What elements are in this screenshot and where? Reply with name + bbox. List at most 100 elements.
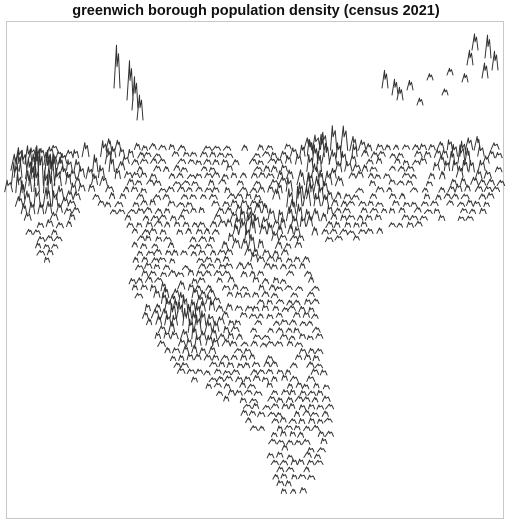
density-glyph: [176, 201, 185, 208]
density-glyph: [195, 159, 202, 166]
density-glyph: [279, 278, 287, 285]
density-glyph: [157, 325, 167, 334]
density-glyph: [375, 143, 384, 151]
density-glyph: [151, 243, 159, 249]
density-glyph: [104, 201, 112, 208]
density-glyph: [303, 451, 312, 458]
density-glyph: [321, 194, 329, 207]
density-glyph: [329, 167, 337, 179]
density-glyph: [274, 286, 283, 292]
density-glyph: [291, 474, 298, 480]
density-glyph: [263, 262, 271, 269]
density-glyph: [46, 248, 54, 256]
density-glyph: [221, 159, 229, 166]
density-glyph: [222, 370, 232, 376]
density-glyph: [216, 207, 225, 215]
density-glyph: [287, 383, 294, 389]
density-glyph: [204, 256, 213, 263]
density-glyph: [206, 288, 216, 297]
density-glyph: [157, 340, 166, 347]
density-glyph: [441, 88, 449, 96]
density-glyph: [190, 207, 197, 213]
density-glyph: [176, 301, 184, 319]
density-glyph: [146, 318, 153, 326]
density-glyph: [389, 207, 396, 214]
density-glyph: [270, 165, 278, 173]
density-glyph: [199, 330, 207, 341]
density-glyph: [118, 147, 125, 157]
density-glyph: [266, 145, 274, 151]
density-glyph: [361, 164, 368, 172]
density-glyph: [396, 180, 405, 186]
density-glyph: [140, 187, 147, 194]
density-glyph: [406, 221, 414, 228]
density-glyph: [447, 185, 456, 193]
density-glyph: [275, 256, 283, 263]
density-glyph: [20, 203, 28, 215]
density-glyph: [153, 248, 162, 255]
density-glyph: [306, 361, 315, 368]
density-glyph: [233, 217, 242, 228]
density-glyph: [308, 403, 316, 410]
density-glyph: [262, 150, 271, 157]
density-glyph: [317, 430, 325, 437]
density-glyph: [51, 229, 58, 236]
density-glyph: [24, 145, 33, 165]
density-glyph: [114, 201, 124, 208]
density-glyph: [170, 331, 179, 340]
density-glyph: [162, 193, 170, 200]
density-glyph: [140, 284, 148, 290]
density-glyph: [197, 277, 206, 283]
density-glyph: [298, 305, 306, 313]
density-glyph: [199, 347, 207, 355]
density-glyph: [288, 319, 297, 326]
density-glyph: [243, 389, 253, 395]
density-glyph: [270, 292, 279, 299]
density-glyph: [208, 193, 218, 200]
density-glyph: [314, 363, 324, 369]
density-glyph: [240, 409, 248, 416]
density-glyph: [239, 397, 247, 404]
density-glyph: [304, 270, 313, 277]
density-glyph: [250, 327, 258, 333]
density-glyph: [153, 263, 161, 270]
density-glyph: [484, 34, 492, 59]
density-glyph: [162, 287, 170, 299]
density-glyph: [254, 319, 263, 326]
density-glyph: [459, 140, 467, 157]
density-glyph: [211, 337, 220, 347]
density-glyph: [177, 185, 186, 193]
density-glyph: [181, 180, 191, 186]
density-glyph: [158, 144, 167, 151]
density-glyph: [176, 172, 184, 179]
density-glyph: [306, 154, 314, 172]
density-glyph: [185, 227, 192, 234]
density-glyph: [313, 193, 321, 207]
density-glyph: [148, 142, 157, 150]
density-glyph: [276, 439, 285, 445]
density-glyph: [302, 396, 311, 403]
density-glyph: [252, 276, 260, 283]
density-glyph: [164, 314, 172, 326]
density-glyph: [412, 144, 420, 151]
density-glyph: [36, 222, 45, 228]
density-glyph: [222, 270, 231, 277]
density-glyph: [108, 192, 116, 200]
density-glyph: [369, 193, 377, 199]
density-glyph: [127, 149, 134, 158]
density-glyph: [461, 73, 469, 83]
density-glyph: [195, 173, 203, 179]
density-glyph: [242, 361, 251, 369]
density-glyph: [150, 215, 160, 222]
density-glyph: [281, 307, 289, 312]
density-glyph: [478, 193, 487, 200]
density-glyph: [355, 170, 364, 178]
density-glyph: [272, 250, 279, 257]
density-glyph: [250, 252, 259, 262]
density-glyph: [159, 214, 167, 220]
density-glyph: [258, 284, 265, 291]
density-glyph: [169, 355, 177, 362]
density-glyph: [465, 215, 474, 221]
density-glyph: [131, 171, 141, 179]
density-glyph: [160, 282, 167, 292]
